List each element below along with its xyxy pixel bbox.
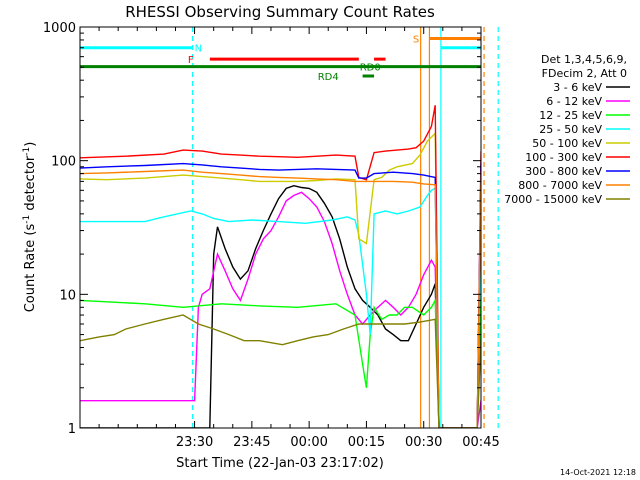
legend-label: 25 - 50 keV (539, 123, 602, 136)
x-axis-label: Start Time (22-Jan-03 23:17:02) (176, 456, 384, 471)
flag-label: F (188, 55, 194, 66)
y-tick-label: 10 (59, 288, 76, 303)
flag-label: RD0 (360, 63, 381, 74)
flag-label: S (413, 35, 419, 46)
y-axis-label-part: Count Rate (s (23, 224, 38, 313)
y-axis-label-part: ) (23, 142, 38, 147)
legend-label: 800 - 7000 keV (518, 179, 602, 192)
x-tick-label: 00:00 (290, 435, 327, 450)
chart-title: RHESSI Observing Summary Count Rates (125, 3, 435, 21)
legend-label: 300 - 800 keV (525, 165, 602, 178)
series-line (80, 292, 481, 428)
plot-frame (79, 26, 482, 429)
flag-label: RD4 (318, 72, 339, 83)
series-line (80, 184, 481, 428)
legend-label: 6 - 12 keV (546, 95, 602, 108)
timestamp: 14-Oct-2021 12:18 (560, 468, 636, 477)
legend-label: 50 - 100 keV (532, 137, 602, 150)
legend-label: 7000 - 15000 keV (504, 193, 602, 206)
series-line (80, 162, 481, 428)
y-axis-label-part: detector (23, 155, 38, 215)
y-tick-label: 1000 (43, 21, 76, 36)
legend-label: 100 - 300 keV (525, 151, 602, 164)
legend-label: 3 - 6 keV (553, 81, 602, 94)
legend-header-line: FDecim 2, Att 0 (542, 67, 627, 80)
legend-header-line: Det 1,3,4,5,6,9, (541, 53, 627, 66)
x-tick-label: 00:30 (405, 435, 442, 450)
x-tick-label: 00:15 (348, 435, 385, 450)
y-axis-label-part: -1 (22, 147, 32, 156)
plot-layer: NF RD0 RD4 S 1 10 100 1000 23:30 23:45 00:00 00:15 0… (43, 21, 500, 450)
x-tick-label: 23:45 (233, 435, 270, 450)
series-line (80, 191, 481, 428)
series-line (80, 314, 481, 428)
flag-label: N (195, 44, 202, 55)
x-tick-label: 00:45 (462, 435, 499, 450)
x-tick-label: 23:30 (176, 435, 213, 450)
series-line (80, 169, 481, 428)
legend: Det 1,3,4,5,6,9, FDecim 2, Att 0 3 - 6 k… (504, 53, 630, 206)
legend-label: 12 - 25 keV (539, 109, 602, 122)
y-tick-label: 100 (51, 155, 76, 170)
y-axis-label-part: -1 (22, 215, 32, 224)
y-tick-label: 1 (68, 422, 76, 437)
y-axis-label: Count Rate (s-1 detector-1) (22, 142, 38, 313)
